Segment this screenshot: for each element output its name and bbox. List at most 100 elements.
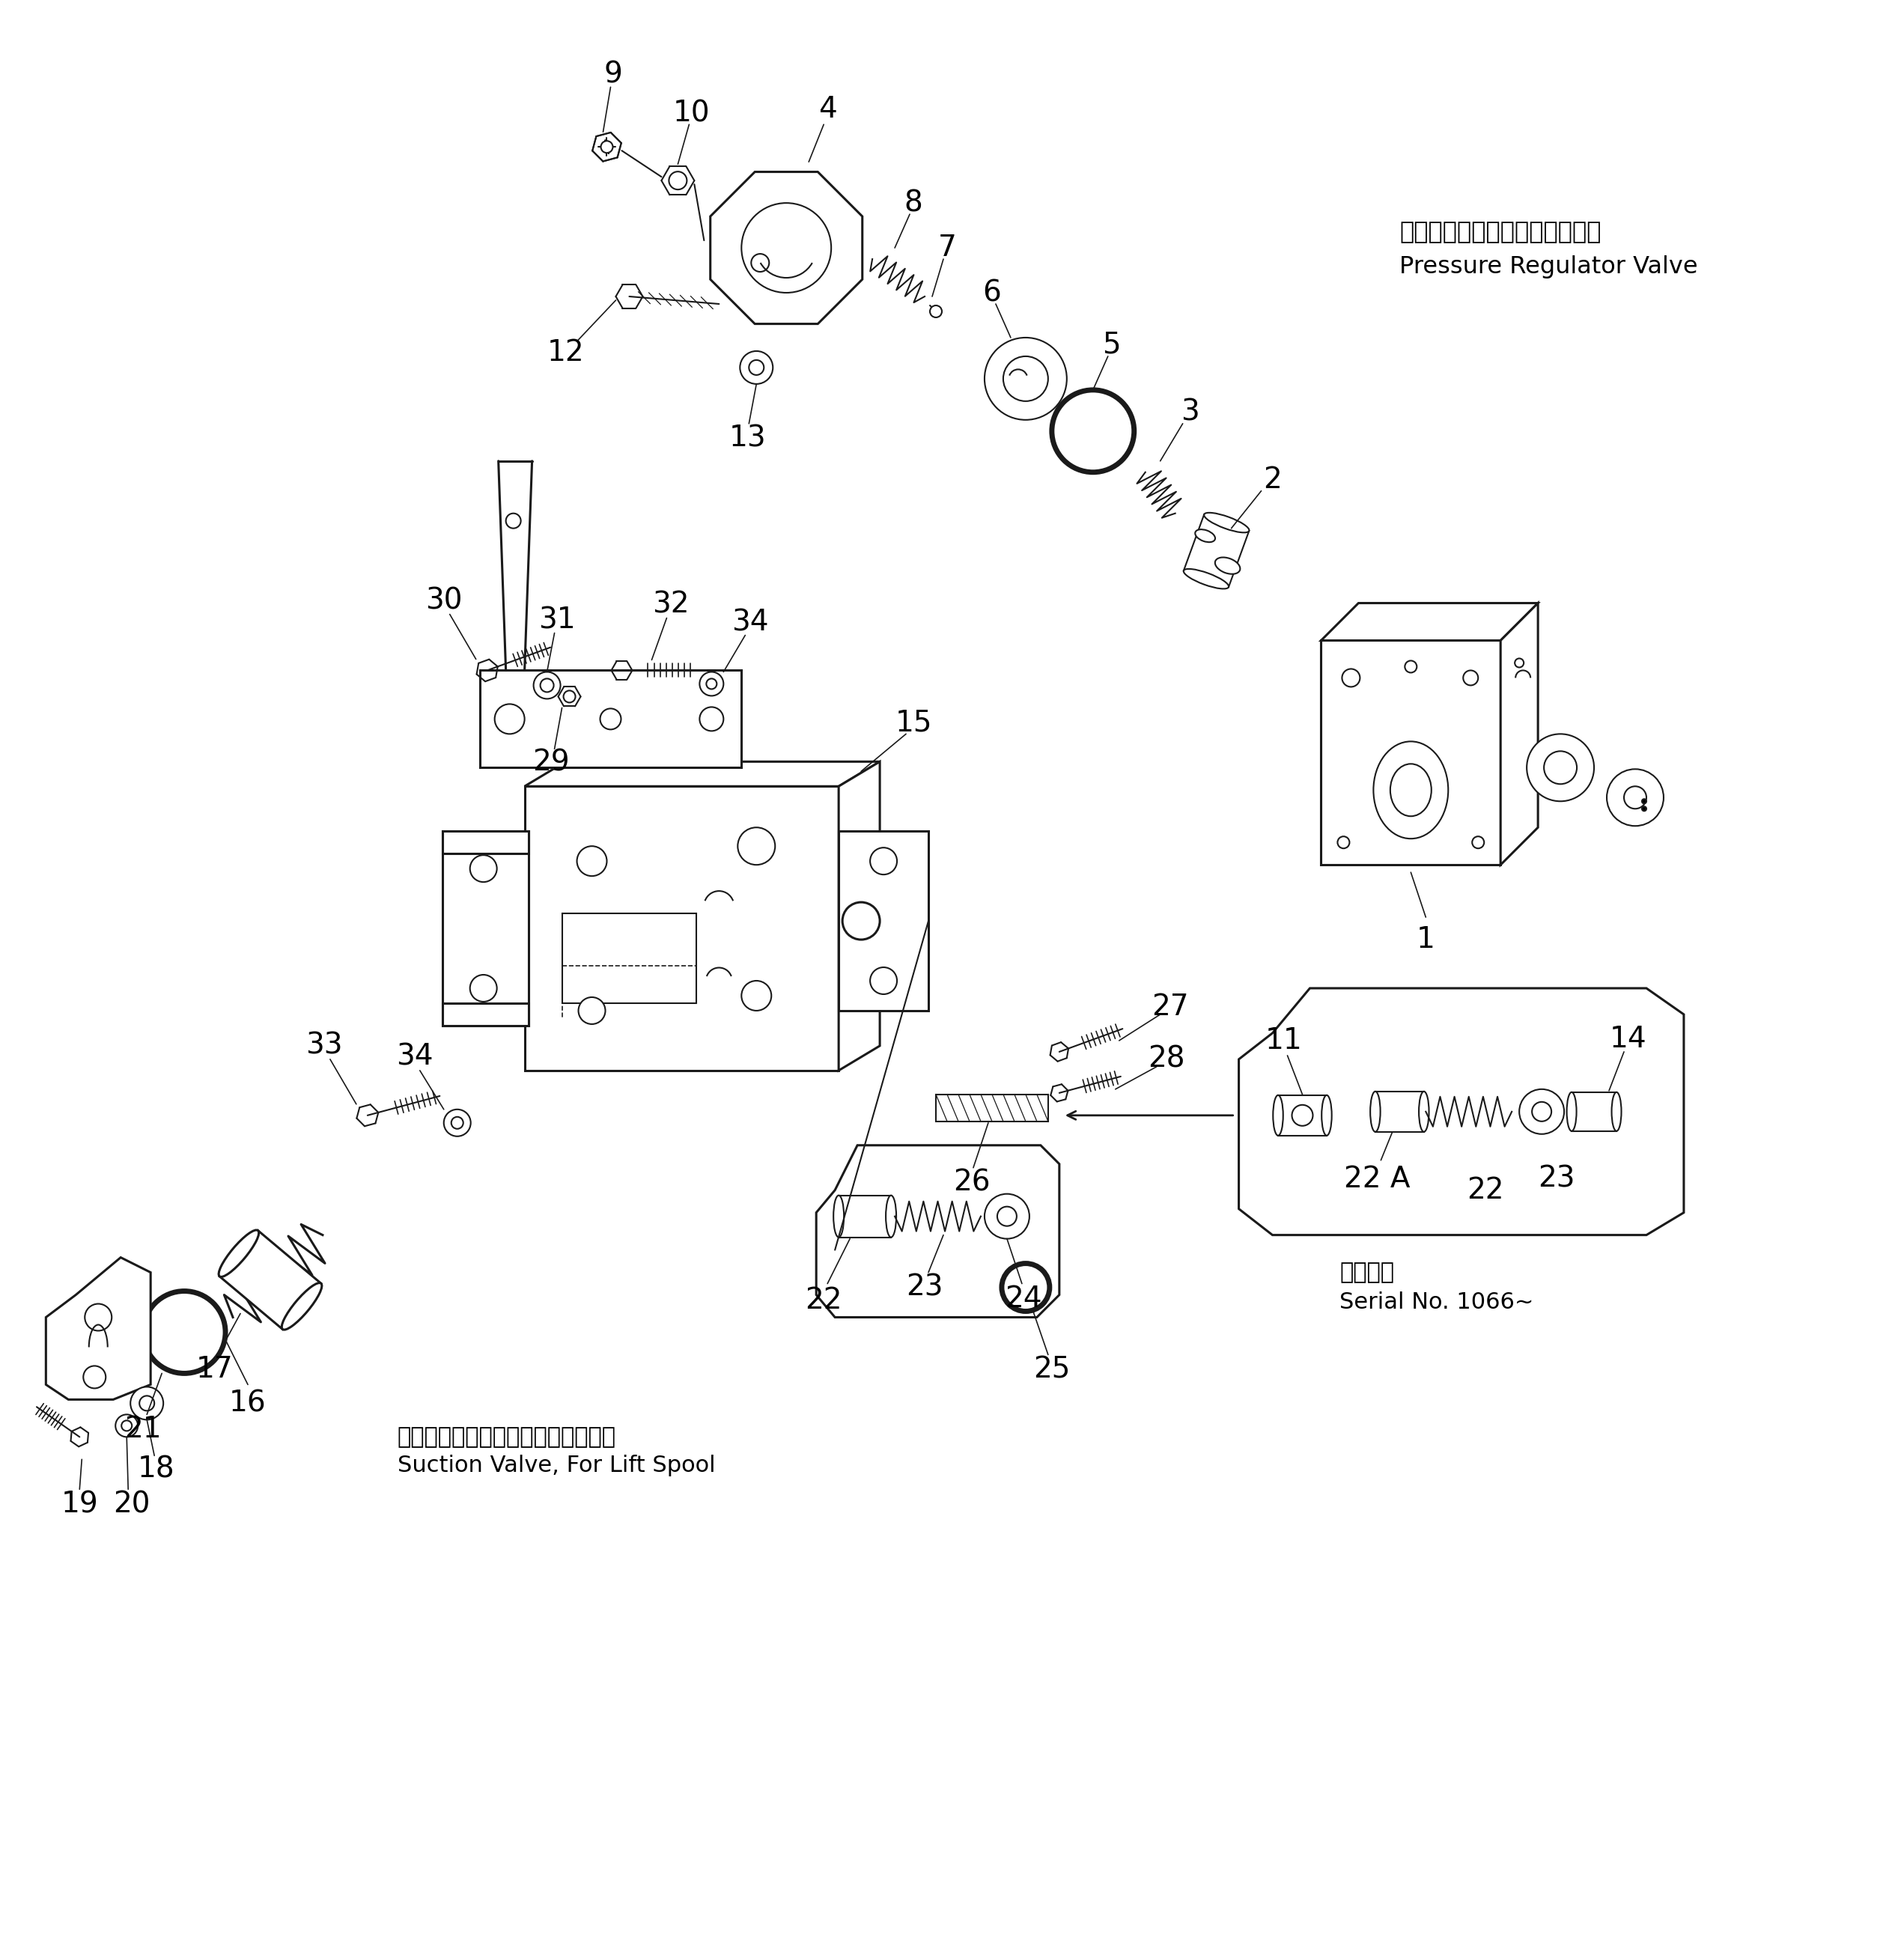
Ellipse shape: [1370, 1092, 1380, 1131]
Circle shape: [749, 361, 764, 374]
Circle shape: [930, 306, 942, 318]
Circle shape: [470, 974, 496, 1002]
Circle shape: [1641, 800, 1647, 804]
Circle shape: [741, 980, 771, 1011]
Ellipse shape: [1273, 1096, 1283, 1135]
Ellipse shape: [1419, 1092, 1429, 1131]
Polygon shape: [525, 786, 839, 1070]
Circle shape: [601, 141, 612, 153]
Polygon shape: [839, 1196, 891, 1237]
Circle shape: [1514, 659, 1524, 668]
Text: 11: 11: [1266, 1027, 1302, 1054]
Text: 9: 9: [603, 61, 622, 88]
Polygon shape: [1239, 988, 1685, 1235]
Circle shape: [85, 1303, 112, 1331]
Polygon shape: [442, 831, 529, 855]
Circle shape: [1641, 806, 1647, 811]
Circle shape: [506, 514, 521, 529]
Text: 29: 29: [532, 749, 569, 776]
Text: Pressure Regulator Valve: Pressure Regulator Valve: [1400, 255, 1698, 278]
Circle shape: [578, 998, 605, 1025]
Text: 19: 19: [61, 1490, 99, 1519]
Circle shape: [699, 672, 724, 696]
Polygon shape: [817, 1145, 1059, 1317]
Text: 27: 27: [1152, 992, 1188, 1021]
Circle shape: [985, 1194, 1029, 1239]
Bar: [936, 1094, 1048, 1121]
Circle shape: [750, 255, 769, 272]
Circle shape: [1292, 1105, 1313, 1125]
Circle shape: [870, 847, 896, 874]
Polygon shape: [442, 1004, 529, 1025]
Text: 24: 24: [1004, 1284, 1042, 1313]
Circle shape: [1052, 390, 1133, 472]
Circle shape: [1607, 768, 1664, 825]
Circle shape: [1527, 733, 1594, 802]
Text: 21: 21: [125, 1415, 161, 1445]
Circle shape: [140, 1396, 153, 1411]
Text: 32: 32: [652, 590, 690, 619]
Circle shape: [1002, 1264, 1050, 1311]
Text: 31: 31: [538, 606, 576, 635]
Circle shape: [1472, 837, 1484, 849]
Text: 12: 12: [548, 339, 584, 367]
Polygon shape: [45, 1258, 150, 1399]
Polygon shape: [1571, 1092, 1616, 1131]
Polygon shape: [839, 762, 879, 1070]
Circle shape: [741, 204, 832, 292]
Circle shape: [1338, 837, 1349, 849]
Circle shape: [121, 1421, 133, 1431]
Circle shape: [1002, 357, 1048, 402]
Text: 1: 1: [1416, 925, 1435, 955]
Text: 13: 13: [730, 423, 766, 453]
Polygon shape: [839, 831, 929, 1011]
Text: 30: 30: [424, 586, 462, 615]
Circle shape: [144, 1292, 226, 1374]
Text: 18: 18: [136, 1454, 174, 1484]
Ellipse shape: [885, 1196, 896, 1237]
Circle shape: [116, 1415, 138, 1437]
Text: Suction Valve, For Lift Spool: Suction Valve, For Lift Spool: [398, 1454, 714, 1476]
Polygon shape: [1277, 1096, 1326, 1135]
Text: 10: 10: [673, 100, 711, 127]
Text: 28: 28: [1148, 1045, 1184, 1074]
Polygon shape: [1376, 1092, 1423, 1131]
Circle shape: [707, 678, 716, 690]
Ellipse shape: [1567, 1092, 1577, 1131]
Circle shape: [601, 708, 622, 729]
Text: 6: 6: [984, 278, 1001, 308]
Text: 25: 25: [1033, 1356, 1071, 1384]
Circle shape: [870, 968, 896, 994]
Text: 33: 33: [305, 1031, 343, 1060]
Ellipse shape: [282, 1284, 322, 1329]
Circle shape: [443, 1109, 470, 1137]
Ellipse shape: [1374, 741, 1448, 839]
Circle shape: [1531, 1102, 1552, 1121]
Text: Serial No. 1066~: Serial No. 1066~: [1340, 1292, 1533, 1313]
Ellipse shape: [1184, 568, 1228, 588]
Circle shape: [1463, 670, 1478, 686]
Text: 17: 17: [195, 1356, 233, 1384]
Text: 22 A: 22 A: [1344, 1164, 1410, 1194]
Ellipse shape: [1203, 514, 1249, 533]
Text: 34: 34: [396, 1043, 434, 1072]
Circle shape: [737, 827, 775, 864]
Ellipse shape: [218, 1231, 260, 1276]
Text: サクションバルブリフトスプール用: サクションバルブリフトスプール用: [398, 1427, 616, 1448]
Text: 16: 16: [229, 1390, 267, 1417]
Circle shape: [470, 855, 496, 882]
Circle shape: [669, 172, 686, 190]
Circle shape: [1624, 786, 1647, 809]
Text: 15: 15: [894, 708, 932, 737]
Circle shape: [131, 1388, 163, 1419]
Circle shape: [1544, 751, 1577, 784]
Text: 20: 20: [114, 1490, 150, 1519]
Text: 通用号機: 通用号機: [1340, 1262, 1395, 1284]
Ellipse shape: [1196, 529, 1215, 543]
Text: 22: 22: [1467, 1176, 1505, 1203]
Text: 34: 34: [731, 608, 769, 637]
Bar: [563, 913, 697, 1004]
Circle shape: [451, 1117, 462, 1129]
Polygon shape: [442, 831, 529, 1025]
Polygon shape: [1184, 514, 1249, 588]
